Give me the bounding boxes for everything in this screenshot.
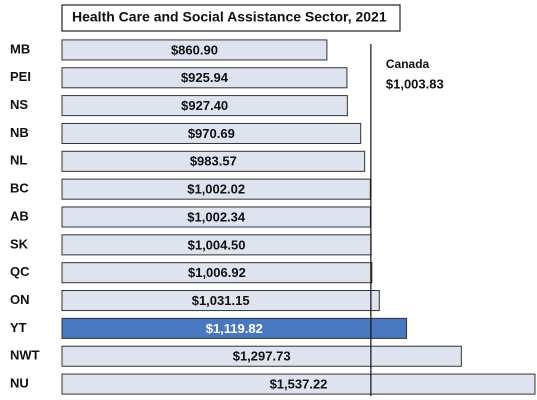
y-tick-label: SK xyxy=(10,236,29,251)
y-tick-label: PEI xyxy=(10,69,31,84)
value-label: $1,004.50 xyxy=(188,237,246,252)
value-label: $1,119.82 xyxy=(206,321,263,336)
y-tick-label: NL xyxy=(10,153,27,168)
value-label: $860.90 xyxy=(171,42,218,57)
bar xyxy=(61,95,348,117)
value-label: $983.57 xyxy=(190,154,237,169)
y-tick-label: AB xyxy=(10,208,29,223)
y-tick-label: NB xyxy=(10,125,29,140)
value-label: $1,006.92 xyxy=(188,265,246,280)
reference-value-label: $1,003.83 xyxy=(386,76,444,91)
value-label: $1,031.15 xyxy=(192,293,250,308)
bar xyxy=(61,262,373,284)
bar xyxy=(61,150,366,172)
chart-title: Health Care and Social Assistance Sector… xyxy=(72,9,387,25)
bar xyxy=(61,39,328,61)
y-tick-label: YT xyxy=(10,320,27,335)
bar xyxy=(61,373,536,395)
bar xyxy=(61,345,462,367)
title-box xyxy=(61,4,401,32)
bar xyxy=(61,290,380,312)
reference-label: Canada xyxy=(386,57,430,71)
value-label: $1,002.34 xyxy=(187,209,246,224)
value-label: $1,002.02 xyxy=(187,182,245,197)
y-tick-label: QC xyxy=(10,264,30,279)
value-label: $1,297.73 xyxy=(233,349,291,364)
bar xyxy=(61,122,362,144)
bar xyxy=(61,67,348,89)
y-tick-label: BC xyxy=(10,181,29,196)
value-label: $970.69 xyxy=(188,126,235,141)
y-tick-label: MB xyxy=(10,41,30,56)
bar xyxy=(61,317,408,339)
value-label: $1,537.22 xyxy=(270,377,328,392)
value-label: $925.94 xyxy=(181,70,229,85)
y-tick-label: NWT xyxy=(10,348,40,363)
y-tick-label: ON xyxy=(10,292,30,307)
y-tick-label: NU xyxy=(10,376,29,391)
y-tick-label: NS xyxy=(10,97,28,112)
value-label: $927.40 xyxy=(181,98,228,113)
